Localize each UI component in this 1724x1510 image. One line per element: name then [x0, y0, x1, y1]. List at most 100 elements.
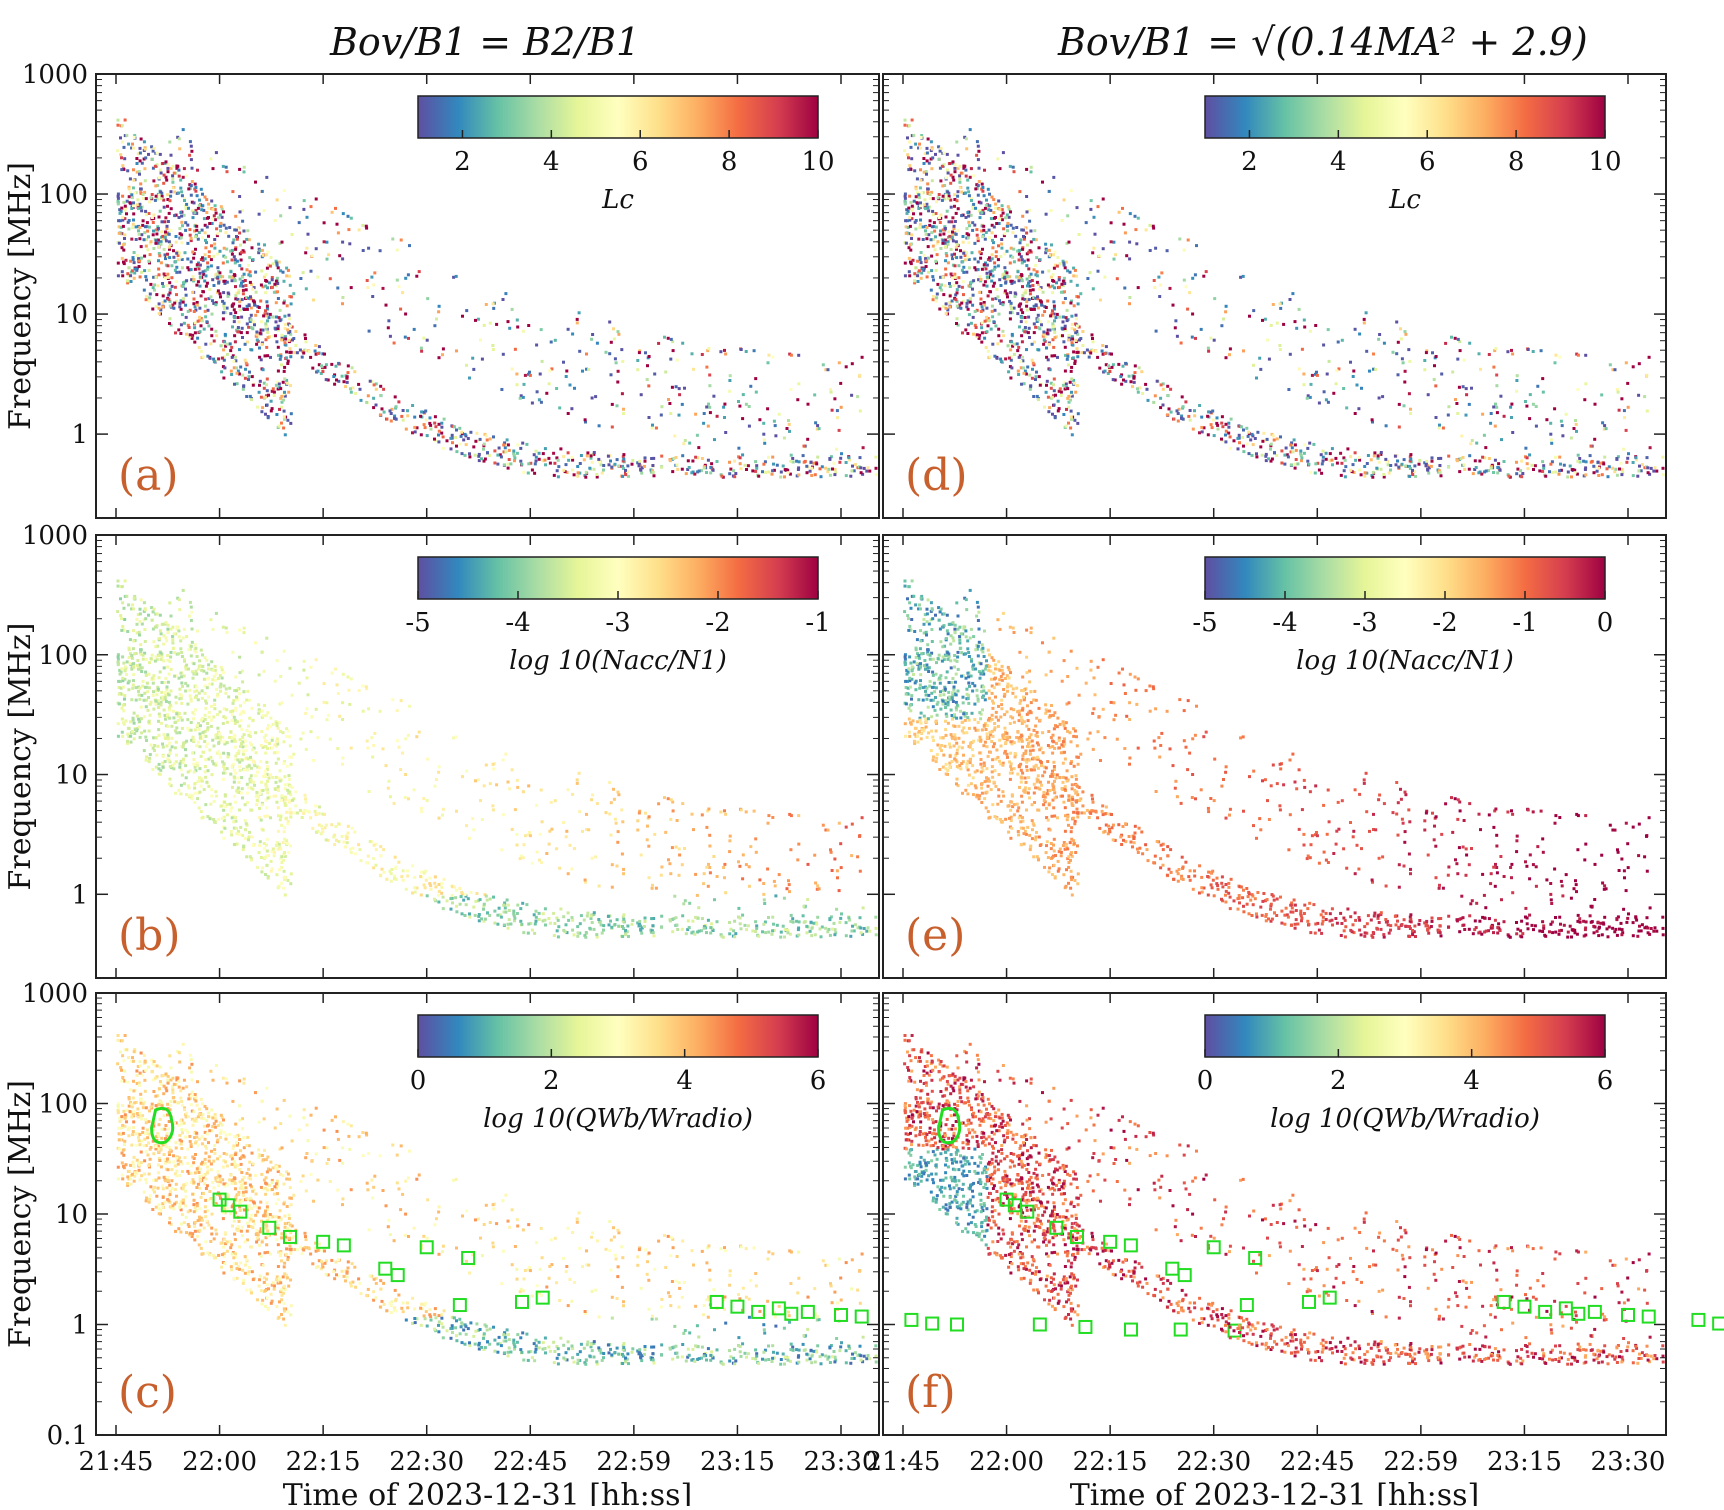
data-point-d: [1051, 291, 1054, 294]
data-point-d: [966, 332, 969, 335]
data-point-d: [964, 169, 967, 172]
data-point-a: [839, 457, 842, 460]
data-point-a: [622, 408, 625, 411]
data-point-b: [243, 701, 246, 704]
data-point-b: [168, 701, 171, 704]
data-point-d: [1528, 417, 1531, 420]
data-point-a: [207, 309, 210, 312]
data-point-a: [389, 409, 392, 412]
data-point-a: [244, 284, 247, 287]
data-point-a: [669, 358, 672, 361]
data-point-b: [187, 771, 190, 774]
data-point-d: [1049, 254, 1052, 257]
data-point-a: [264, 396, 267, 399]
data-point-a: [739, 456, 742, 459]
data-point-d: [961, 260, 964, 263]
data-point-d: [1067, 363, 1070, 366]
data-point-d: [1037, 348, 1040, 351]
data-point-a: [132, 201, 135, 204]
data-point-d: [1045, 347, 1048, 350]
data-point-a: [520, 463, 523, 466]
data-point-d: [1108, 370, 1111, 373]
data-point-a: [836, 409, 839, 412]
data-point-d: [1053, 251, 1056, 254]
data-point-b: [382, 848, 385, 851]
data-point-a: [246, 268, 249, 271]
data-point-a: [139, 147, 142, 150]
data-point-d: [994, 216, 997, 219]
data-point-d: [1593, 438, 1596, 441]
data-point-d: [987, 208, 990, 211]
data-point-a: [233, 274, 236, 277]
data-point-d: [1030, 166, 1033, 169]
data-point-d: [927, 245, 930, 248]
data-point-a: [334, 207, 337, 210]
data-point-d: [1207, 410, 1210, 413]
data-point-a: [468, 452, 471, 455]
data-point-b: [198, 776, 201, 779]
data-point-d: [971, 251, 974, 254]
data-point-a: [426, 434, 429, 437]
data-point-a: [118, 232, 121, 235]
data-point-a: [276, 277, 279, 280]
data-point-d: [1063, 198, 1066, 201]
data-point-a: [241, 298, 244, 301]
data-point-d: [1280, 449, 1283, 452]
data-point-d: [1289, 353, 1292, 356]
data-point-d: [904, 274, 907, 277]
data-point-a: [733, 460, 736, 463]
data-point-a: [175, 235, 178, 238]
data-point-d: [1535, 405, 1538, 408]
data-point-d: [1229, 435, 1232, 438]
data-point-a: [160, 230, 163, 233]
data-point-d: [1059, 262, 1062, 265]
data-point-d: [942, 276, 945, 279]
data-point-a: [472, 368, 475, 371]
data-point-b: [640, 932, 643, 935]
data-point-d: [1047, 284, 1050, 287]
data-point-d: [1457, 338, 1460, 341]
data-point-a: [617, 370, 620, 373]
data-point-d: [1549, 463, 1552, 466]
data-point-d: [926, 182, 929, 185]
data-point-d: [1584, 473, 1587, 476]
data-point-d: [1010, 302, 1013, 305]
data-point-d: [1198, 431, 1201, 434]
data-point-d: [1360, 473, 1363, 476]
data-point-a: [703, 467, 706, 470]
data-point-d: [993, 268, 996, 271]
data-point-a: [373, 383, 376, 386]
data-point-a: [197, 238, 200, 241]
data-point-a: [707, 403, 710, 406]
data-point-d: [1046, 380, 1049, 383]
data-point-b: [648, 876, 651, 879]
data-point-d: [1002, 227, 1005, 230]
data-point-d: [1038, 288, 1041, 291]
data-point-d: [997, 200, 1000, 203]
data-point-a: [534, 462, 537, 465]
data-point-a: [185, 294, 188, 297]
data-point-a: [198, 199, 201, 202]
data-point-d: [923, 254, 926, 257]
data-point-a: [216, 276, 219, 279]
data-point-d: [1053, 331, 1056, 334]
data-point-d: [1626, 457, 1629, 460]
data-point-a: [398, 285, 401, 288]
data-point-a: [571, 456, 574, 459]
data-point-d: [1137, 391, 1140, 394]
data-point-a: [212, 255, 215, 258]
data-point-d: [1520, 460, 1523, 463]
data-point-d: [1191, 277, 1194, 280]
data-point-d: [1463, 468, 1466, 471]
data-point-a: [207, 207, 210, 210]
data-point-a: [354, 392, 357, 395]
data-point-d: [1152, 401, 1155, 404]
data-point-d: [936, 283, 939, 286]
data-point-d: [1638, 362, 1641, 365]
data-point-d: [935, 226, 938, 229]
data-point-b: [553, 922, 556, 925]
data-point-b: [202, 816, 205, 819]
data-point-d: [1049, 314, 1052, 317]
data-point-a: [128, 195, 131, 198]
data-point-a: [215, 334, 218, 337]
